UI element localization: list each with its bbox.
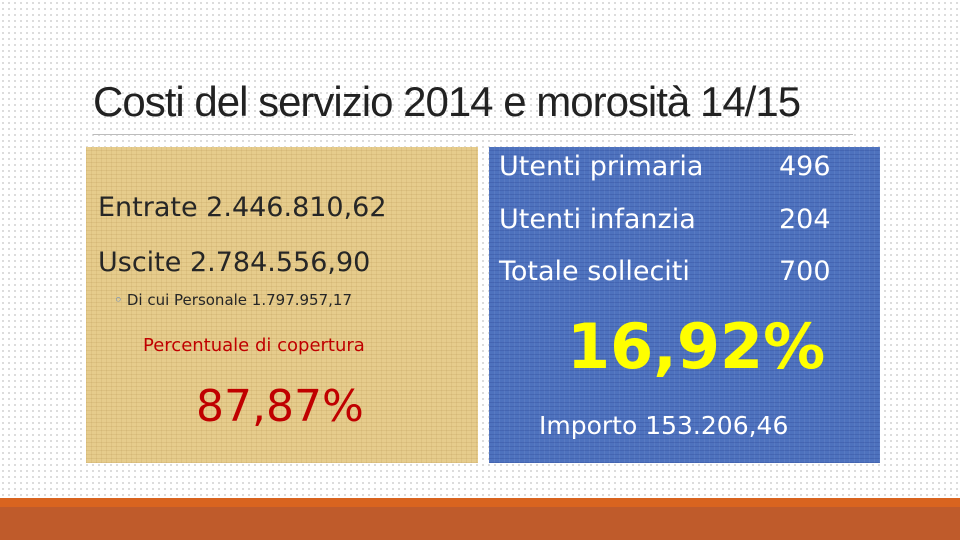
row-solleciti-value: 700 (779, 256, 831, 287)
uscite-line: Uscite 2.784.556,90 (98, 247, 371, 278)
footer-accent-stripe (0, 498, 960, 507)
arrears-amount: Importo 153.206,46 (539, 411, 789, 440)
personale-bullet: ◦ Di cui Personale 1.797.957,17 (114, 291, 352, 309)
title-divider (93, 134, 853, 135)
coverage-value: 87,87% (196, 381, 364, 432)
bullet-icon: ◦ (114, 291, 123, 309)
arrears-panel: Utenti primaria 496 Utenti infanzia 204 … (489, 147, 880, 463)
row-primaria-label: Utenti primaria (499, 151, 704, 182)
entrate-line: Entrate 2.446.810,62 (98, 192, 387, 223)
personale-text: Di cui Personale 1.797.957,17 (126, 291, 352, 309)
arrears-percentage: 16,92% (567, 310, 826, 383)
row-infanzia-label: Utenti infanzia (499, 204, 696, 235)
slide-title: Costi del servizio 2014 e morosità 14/15 (93, 78, 801, 125)
coverage-label: Percentuale di copertura (143, 335, 365, 356)
row-primaria-value: 496 (779, 151, 831, 182)
row-solleciti-label: Totale solleciti (499, 256, 690, 287)
row-infanzia-value: 204 (779, 204, 831, 235)
income-panel: Entrate 2.446.810,62 Uscite 2.784.556,90… (86, 147, 478, 463)
